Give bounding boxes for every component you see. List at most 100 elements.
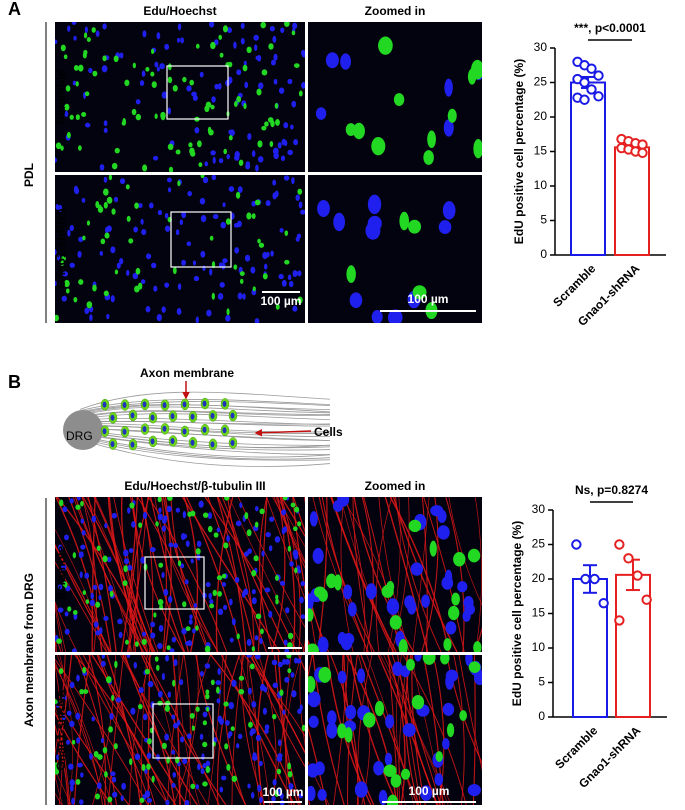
- nucleus: [272, 35, 277, 43]
- nucleus: [434, 773, 444, 786]
- nucleus: [209, 598, 214, 605]
- nucleus: [98, 583, 104, 591]
- fiber: [410, 655, 445, 805]
- nucleus: [315, 107, 327, 120]
- fiber: [308, 655, 313, 680]
- nucleus: [57, 204, 63, 213]
- nucleus: [64, 534, 69, 541]
- fiber: [458, 655, 482, 771]
- nucleus: [443, 638, 452, 651]
- nucleus: [81, 197, 86, 203]
- nucleus: [147, 738, 152, 745]
- nucleus: [254, 318, 260, 323]
- nucleus: [55, 314, 59, 322]
- nucleus: [271, 713, 277, 720]
- nucleus: [238, 688, 245, 695]
- nucleus: [55, 249, 57, 256]
- nucleus: [160, 111, 166, 120]
- nucleus: [102, 747, 108, 754]
- nucleus: [55, 768, 60, 775]
- nucleus: [103, 120, 108, 127]
- nucleus: [192, 95, 198, 101]
- bar: [614, 146, 650, 256]
- image-content: [308, 655, 482, 805]
- nucleus: [167, 76, 173, 84]
- nucleus: [106, 313, 110, 320]
- nucleus: [169, 648, 175, 652]
- nucleus: [243, 588, 249, 596]
- nucleus: [237, 186, 243, 194]
- axon: [79, 424, 331, 434]
- fiber: [360, 655, 418, 805]
- nucleus: [411, 695, 425, 710]
- nucleus: [197, 140, 202, 148]
- micrograph: [55, 22, 305, 172]
- micrograph: [10, 655, 305, 805]
- nucleus: [64, 628, 70, 635]
- fiber: [292, 497, 305, 533]
- nucleus: [133, 661, 138, 669]
- fiber: [474, 626, 482, 652]
- nucleus: [69, 720, 75, 728]
- nucleus: [163, 588, 169, 596]
- nucleus: [251, 569, 257, 577]
- nucleus: [212, 589, 218, 597]
- nucleus: [138, 687, 144, 694]
- nucleus: [164, 733, 169, 741]
- nucleus: [423, 150, 434, 165]
- nucleus: [265, 532, 271, 538]
- nucleus: [72, 552, 77, 559]
- nucleus: [275, 594, 279, 600]
- nucleus: [467, 784, 481, 797]
- nucleus: [68, 763, 74, 770]
- nucleus: [459, 710, 467, 722]
- nucleus: [75, 114, 80, 121]
- nucleus: [309, 511, 318, 527]
- nucleus: [146, 798, 153, 803]
- nucleus: [291, 690, 297, 698]
- nucleus: [61, 255, 66, 262]
- nucleus: [246, 529, 252, 537]
- nucleus: [442, 738, 450, 750]
- fiber: [227, 497, 267, 652]
- nucleus: [112, 791, 118, 798]
- image-bg: [55, 175, 305, 323]
- nucleus: [176, 37, 181, 43]
- nucleus: [274, 575, 279, 581]
- nucleus: [73, 35, 77, 41]
- nucleus: [83, 32, 88, 39]
- nucleus: [257, 238, 261, 244]
- nucleus: [222, 202, 226, 208]
- nucleus: [233, 100, 238, 108]
- nucleus: [78, 64, 84, 72]
- y-tick-label: 15: [534, 144, 548, 158]
- cell-nucleus: [162, 402, 167, 409]
- nucleus: [71, 739, 76, 745]
- nucleus: [269, 25, 275, 32]
- nucleus: [271, 796, 276, 803]
- nucleus: [444, 78, 453, 97]
- nucleus: [326, 722, 338, 739]
- nucleus: [69, 498, 74, 504]
- fiber: [162, 497, 219, 652]
- nucleus: [110, 771, 116, 777]
- nucleus: [222, 258, 228, 264]
- micrograph: [308, 175, 482, 323]
- fiber: [132, 497, 139, 652]
- nucleus: [141, 638, 147, 645]
- micrographs: 100 µm 100 µm 100 µm 100 µm: [10, 22, 482, 805]
- nucleus: [125, 184, 130, 190]
- nucleus: [65, 288, 70, 294]
- nucleus: [182, 601, 187, 608]
- nucleus: [282, 709, 286, 715]
- nucleus: [132, 62, 137, 69]
- nucleus: [64, 103, 70, 111]
- nucleus: [290, 502, 296, 508]
- nucleus: [381, 584, 394, 598]
- nucleus: [473, 641, 482, 652]
- nucleus: [261, 125, 267, 131]
- fiber: [10, 655, 21, 805]
- nucleus: [200, 768, 205, 775]
- nucleus: [291, 177, 295, 185]
